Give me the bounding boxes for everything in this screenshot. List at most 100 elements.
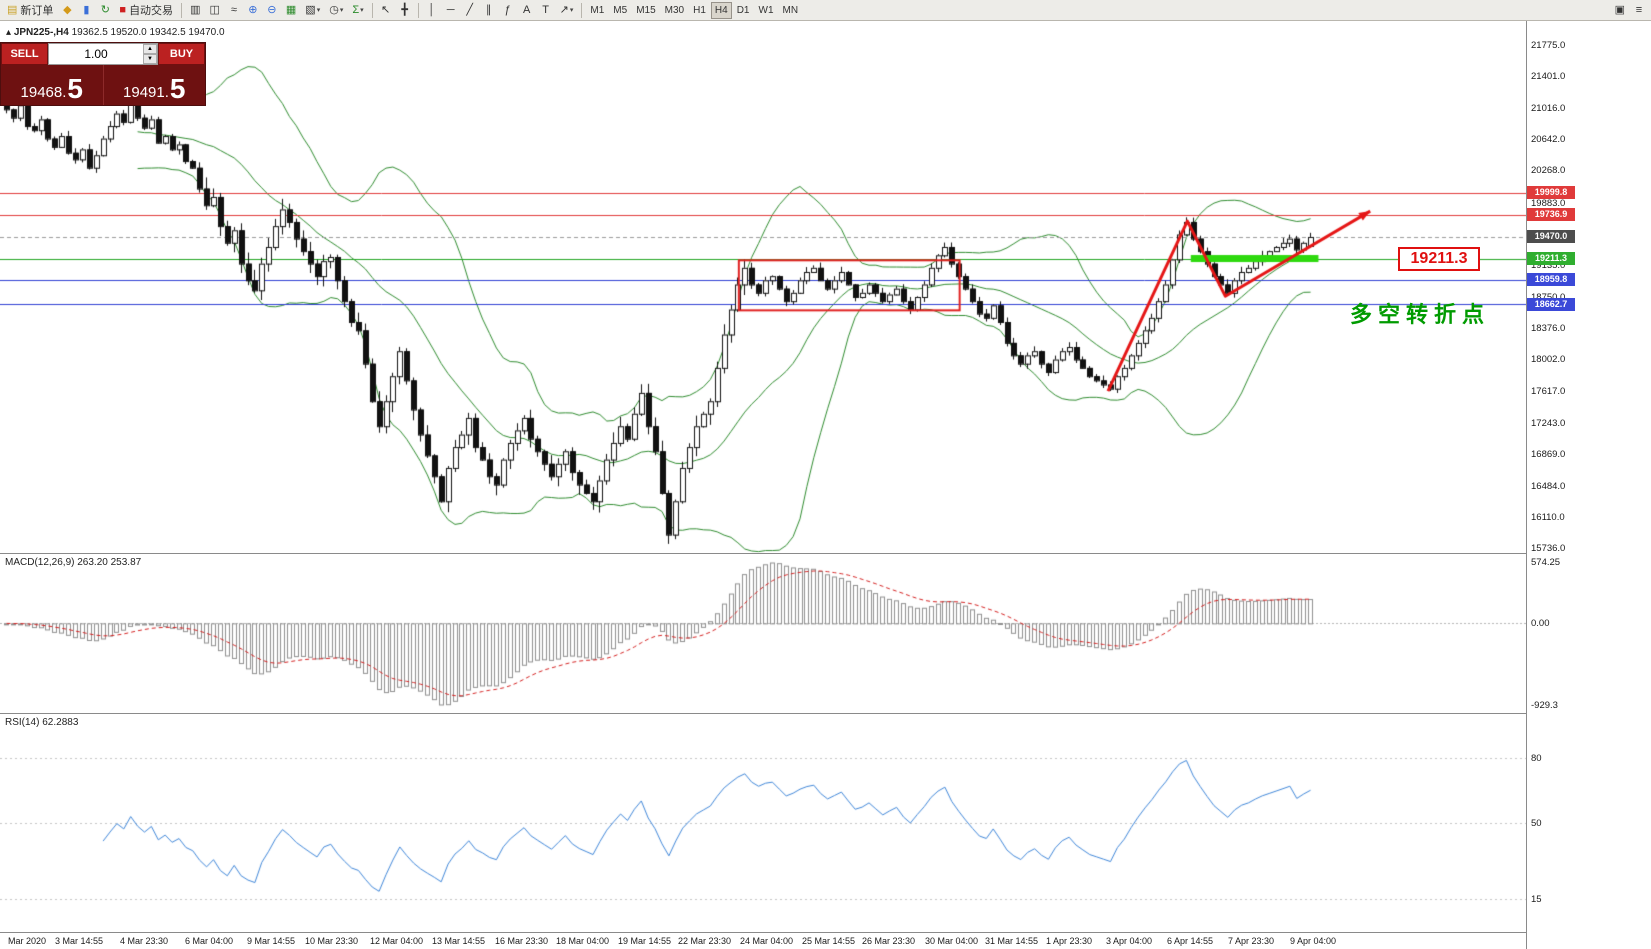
time-axis-label: 12 Mar 04:00 — [370, 936, 424, 946]
time-axis-label: 7 Apr 23:30 — [1228, 936, 1275, 946]
vertical-line-icon[interactable]: │ — [423, 1, 441, 19]
text-icon: A — [522, 3, 531, 16]
refresh-icon[interactable]: ↻ — [96, 1, 114, 19]
macd-axis-label: 0.00 — [1531, 618, 1550, 630]
chart-shift-icon[interactable]: ▣ — [1611, 1, 1629, 19]
buy-button[interactable]: BUY — [158, 43, 205, 65]
rsi-panel-label: RSI(14) 62.2883 — [5, 717, 79, 728]
time-axis-label: 3 Apr 04:00 — [1106, 936, 1153, 946]
sell-price[interactable]: 19468. 5 — [1, 65, 103, 105]
zoom-in-icon: ⊕ — [248, 3, 258, 16]
sell-price-main: 19468. — [20, 84, 67, 101]
time-axis-label: 13 Mar 14:55 — [432, 936, 486, 946]
timeframe-m5[interactable]: M5 — [609, 2, 631, 19]
dropdown-caret-icon: ▾ — [360, 7, 364, 14]
price-chart-canvas[interactable] — [0, 21, 1526, 553]
time-axis-label: 18 Mar 04:00 — [556, 936, 610, 946]
text-label-icon[interactable]: T — [537, 1, 555, 19]
autotrading-icon: ■ — [119, 3, 127, 16]
volume-input-wrap: ▲ ▼ — [48, 43, 158, 65]
horizontal-line-icon[interactable]: ─ — [442, 1, 460, 19]
arrow-objects-icon[interactable]: ↗ ▾ — [556, 1, 578, 19]
time-axis[interactable]: Mar 2020 3 Mar 14:55 4 Mar 23:30 6 Mar 04:0… — [0, 932, 1651, 949]
time-axis-label: 31 Mar 14:55 — [985, 936, 1039, 946]
line-chart-icon: ≈ — [230, 3, 237, 16]
zoom-in-icon[interactable]: ⊕ — [244, 1, 262, 19]
macd-panel-label: MACD(12,26,9) 263.20 253.87 — [5, 557, 142, 568]
volume-up-button[interactable]: ▲ — [143, 44, 157, 54]
macd-canvas[interactable] — [0, 554, 1526, 713]
autotrading-label: 自动交易 — [129, 5, 174, 17]
timeframe-d1[interactable]: D1 — [733, 2, 754, 19]
zoom-out-icon: ⊖ — [267, 3, 277, 16]
docking-icon[interactable]: ≡ — [1630, 1, 1648, 19]
cursor-icon[interactable]: ↖ — [377, 1, 395, 19]
crosshair-icon: ╋ — [401, 3, 408, 16]
price-axis-label: 20268.0 — [1531, 165, 1566, 177]
time-axis-label: 6 Mar 04:00 — [185, 936, 234, 946]
price-axis[interactable]: 21775.0 21401.0 21016.0 20642.0 20268.0 19883… — [1526, 21, 1651, 949]
new-chart-icon: ▧ — [305, 3, 316, 16]
timeframe-h1[interactable]: H1 — [689, 2, 710, 19]
text-icon[interactable]: A — [518, 1, 536, 19]
macd-axis-label: -929.3 — [1531, 700, 1558, 711]
indicators-icon: Σ — [352, 3, 360, 16]
symbol-name: JPN225-,H4 — [13, 27, 69, 38]
timeframe-m30[interactable]: M30 — [661, 2, 688, 19]
bar-chart-icon[interactable]: ▥ — [186, 1, 204, 19]
trendline-icon: ╱ — [466, 3, 473, 16]
timeframe-h4[interactable]: H4 — [710, 1, 732, 19]
price-axis-label: 17617.0 — [1531, 386, 1566, 398]
market-watch-icon: ▮ — [83, 3, 90, 16]
price-tag: 18662.7 — [1527, 297, 1575, 311]
rsi-axis-label: 50 — [1531, 818, 1542, 829]
turning-point-note: 多空转折点 — [1350, 302, 1491, 327]
time-axis-label: 6 Apr 14:55 — [1167, 936, 1214, 946]
time-axis-label: Mar 2020 — [8, 936, 47, 946]
rsi-canvas[interactable] — [0, 714, 1526, 932]
profiles-icon: ◷ — [329, 3, 339, 16]
trendline-icon[interactable]: ╱ — [461, 1, 479, 19]
profiles-icon[interactable]: ◷ ▾ — [325, 1, 347, 19]
new-order-button[interactable]: ▤ 新订单 — [3, 1, 57, 19]
price-axis-label: 16110.0 — [1531, 512, 1565, 524]
price-tag: 19470.0 — [1527, 230, 1575, 244]
tile-windows-icon[interactable]: ▦ — [282, 1, 300, 19]
support-price-label: 19211.3 — [1398, 247, 1480, 271]
line-chart-icon[interactable]: ≈ — [225, 1, 243, 19]
new-chart-icon[interactable]: ▧ ▾ — [301, 1, 324, 19]
autotrading-button[interactable]: ■ 自动交易 — [115, 1, 177, 19]
equidistant-channel-icon[interactable]: ∥ — [480, 1, 498, 19]
timeframe-m1[interactable]: M1 — [586, 2, 608, 19]
time-axis-label: 24 Mar 04:00 — [740, 936, 794, 946]
sell-button[interactable]: SELL — [1, 43, 48, 65]
price-axis-label: 21016.0 — [1531, 103, 1566, 115]
dropdown-caret-icon: ▾ — [339, 7, 344, 14]
price-axis-label: 18376.0 — [1531, 323, 1566, 335]
chart-tools-group: ▥ ◫ ≈ ⊕ ⊖ ▦ ▧ ▾ ◷ ▾ Σ ▾ — [186, 1, 368, 19]
gavel-icon[interactable]: ◆ — [58, 1, 76, 19]
timeframe-m15[interactable]: M15 — [632, 2, 659, 19]
time-axis-label: 26 Mar 23:30 — [862, 936, 916, 946]
market-watch-icon[interactable]: ▮ — [77, 1, 95, 19]
panel-separator[interactable] — [0, 713, 1651, 714]
price-axis-label: 18002.0 — [1531, 354, 1566, 366]
buy-price[interactable]: 19491. 5 — [104, 65, 206, 105]
toolbar-separator — [417, 2, 419, 18]
volume-input[interactable] — [49, 44, 143, 64]
timeframe-w1[interactable]: W1 — [755, 2, 778, 19]
rsi-axis-label: 15 — [1531, 894, 1542, 906]
candlestick-chart-icon[interactable]: ◫ — [205, 1, 223, 19]
pointer-tools-group: ↖ ╋ — [377, 1, 414, 19]
sell-price-big-digit: 5 — [67, 73, 83, 104]
volume-down-button[interactable]: ▼ — [143, 54, 157, 64]
draw-tools-group: │ ─ ╱ ∥ ƒ A T ↗ ▾ — [423, 1, 578, 19]
zoom-out-icon[interactable]: ⊖ — [263, 1, 281, 19]
indicators-icon[interactable]: Σ ▾ — [348, 1, 367, 19]
panel-separator[interactable] — [0, 553, 1651, 554]
fibonacci-icon[interactable]: ƒ — [499, 1, 517, 19]
crosshair-icon[interactable]: ╋ — [396, 1, 414, 19]
docking-icon: ≡ — [1635, 3, 1643, 16]
timeframe-mn[interactable]: MN — [779, 2, 803, 19]
chart-window: Mar 2020 3 Mar 14:55 4 Mar 23:30 6 Mar 04:0… — [0, 21, 1651, 949]
